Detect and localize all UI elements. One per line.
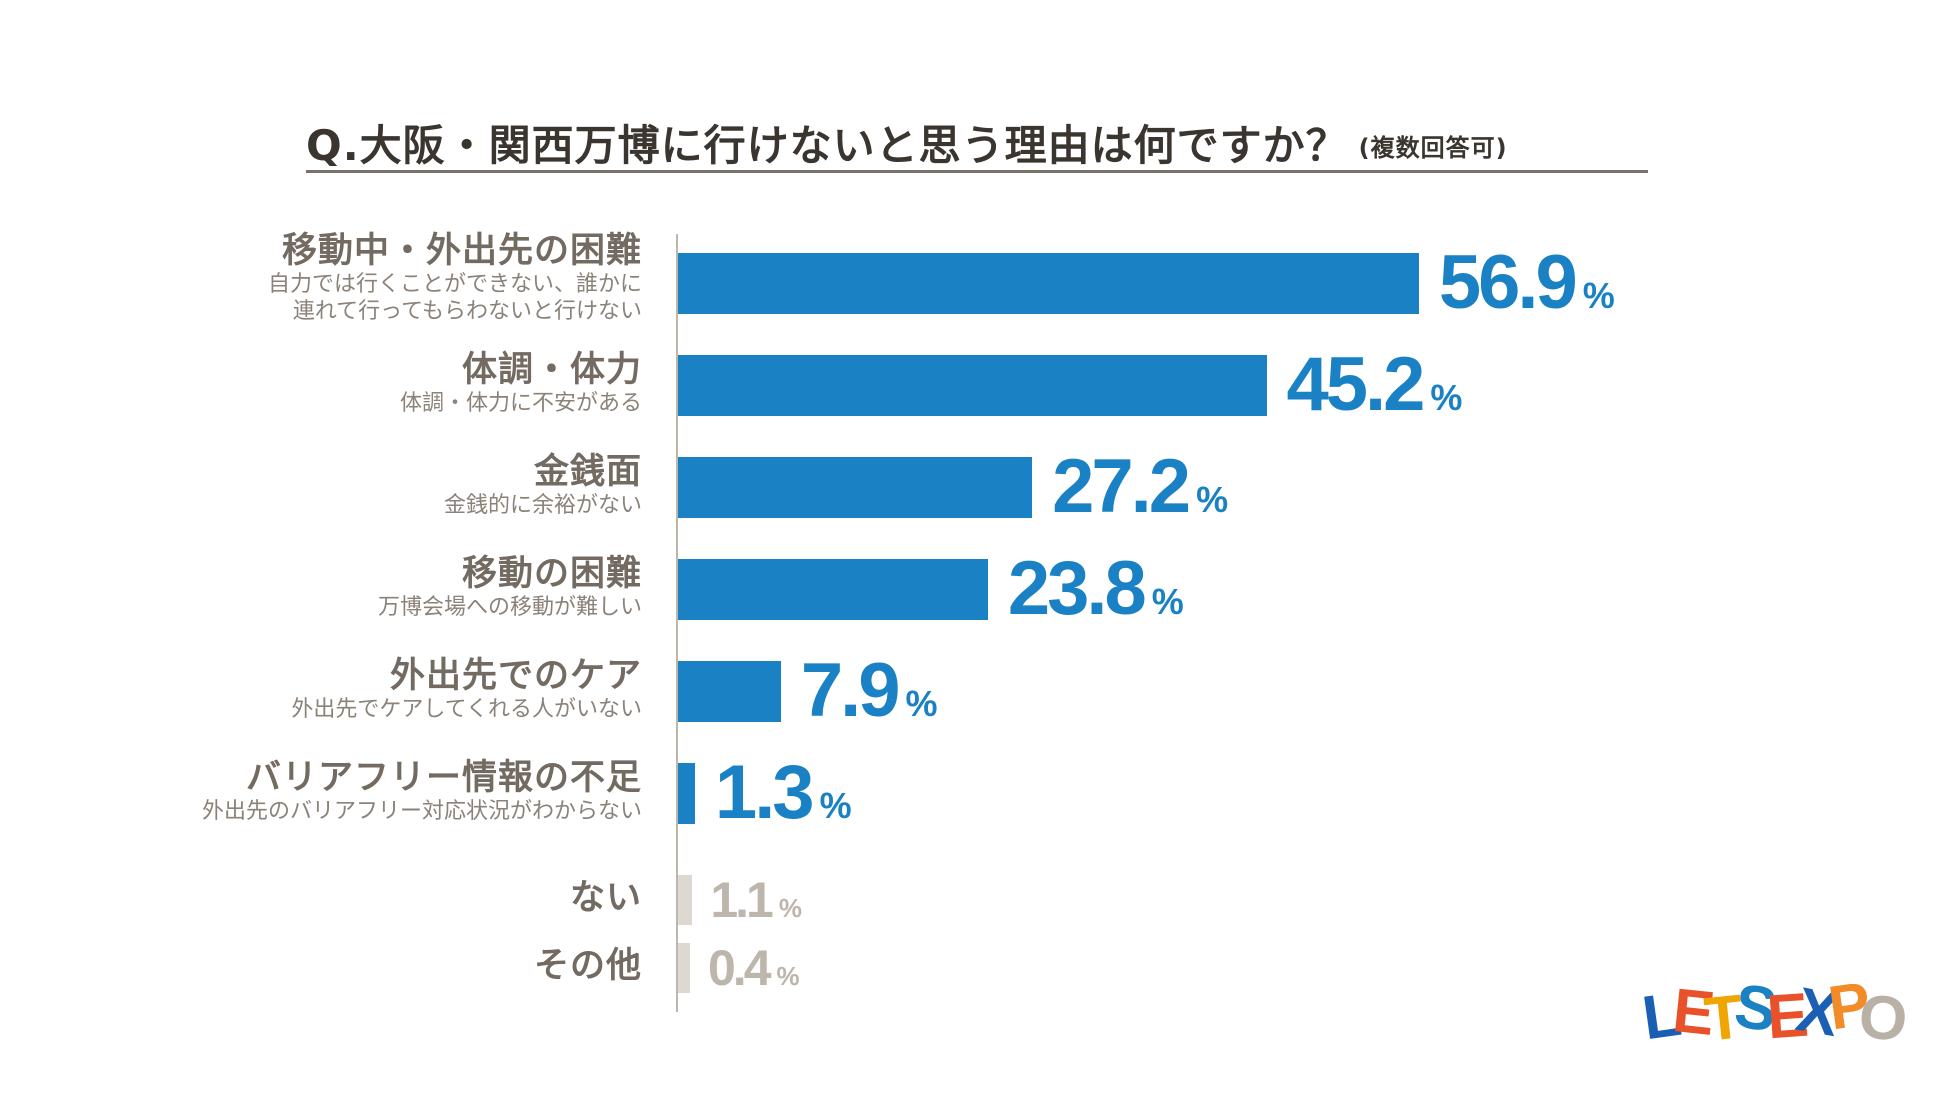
bar	[678, 661, 781, 722]
bar	[678, 253, 1419, 314]
value-number: 1.3	[714, 750, 815, 836]
category-label: 移動中・外出先の困難 自力では行くことができない、誰かに 連れて行ってもらわないと行…	[268, 231, 642, 325]
value-label: 0.4%	[708, 939, 800, 997]
value-unit: %	[905, 683, 938, 725]
value-unit: %	[1430, 377, 1463, 419]
chart-title-block: Q.大阪・関西万博に行けないと思う理由は何ですか？ (複数回答可)	[306, 112, 1648, 173]
bar	[678, 943, 690, 993]
value-unit: %	[776, 961, 800, 991]
category-description: 体調・体力に不安がある	[399, 391, 642, 416]
value-label: 23.8%	[1008, 545, 1184, 632]
category-axis-line	[676, 234, 678, 1012]
value-label: 56.9%	[1439, 239, 1615, 326]
category-description: 連れて行ってもらわないと行けない	[292, 299, 642, 324]
category-name: ない	[569, 878, 642, 918]
value-number: 7.9	[800, 648, 901, 734]
category-label: 外出先でのケア 外出先でケアしてくれる人がいない	[291, 656, 642, 723]
category-label: バリアフリー情報の不足 外出先のバリアフリー対応状況がわからない	[202, 758, 642, 825]
bar	[678, 763, 695, 824]
value-number: 0.4	[708, 940, 771, 996]
value-label: 1.1%	[710, 871, 802, 929]
category-name: 体調・体力	[461, 350, 642, 390]
category-name: その他	[533, 946, 642, 986]
bar	[678, 559, 988, 620]
category-description: 金銭的に余裕がない	[443, 493, 642, 518]
category-name: バリアフリー情報の不足	[245, 758, 642, 798]
bar	[678, 457, 1033, 518]
category-name: 外出先でのケア	[389, 656, 642, 696]
category-description: 外出先のバリアフリー対応状況がわからない	[201, 799, 642, 824]
chart-title-text: Q.大阪・関西万博に行けないと思う理由は何ですか？	[306, 121, 1349, 170]
value-number: 23.8	[1007, 546, 1147, 632]
category-label: その他	[534, 946, 642, 986]
category-name: 金銭面	[533, 452, 642, 492]
value-label: 1.3%	[715, 749, 852, 836]
category-description: 自力では行くことができない、誰かに	[267, 272, 642, 297]
value-label: 27.2%	[1052, 443, 1228, 530]
value-number: 45.2	[1286, 342, 1426, 428]
value-unit: %	[1582, 275, 1615, 317]
category-label: 移動の困難 万博会場への移動が難しい	[378, 554, 642, 621]
value-number: 1.1	[710, 872, 773, 928]
category-description: 外出先でケアしてくれる人がいない	[291, 697, 642, 722]
category-label: 金銭面 金銭的に余裕がない	[444, 452, 642, 519]
category-name: 移動中・外出先の困難	[281, 231, 642, 271]
category-description: 万博会場への移動が難しい	[377, 595, 642, 620]
chart-title: Q.大阪・関西万博に行けないと思う理由は何ですか？ (複数回答可)	[306, 112, 1508, 173]
value-number: 27.2	[1052, 444, 1191, 530]
value-unit: %	[819, 785, 852, 827]
bar	[678, 355, 1267, 416]
value-unit: %	[1151, 581, 1184, 623]
value-unit: %	[1196, 479, 1229, 521]
value-number: 56.9	[1438, 240, 1578, 326]
category-name: 移動の困難	[461, 554, 642, 594]
chart-subtitle: (複数回答可)	[1358, 134, 1508, 162]
logo-letter: O	[1856, 982, 1910, 1055]
category-label: 体調・体力 体調・体力に不安がある	[400, 350, 642, 417]
value-unit: %	[778, 893, 802, 923]
bar	[678, 875, 693, 925]
value-label: 7.9%	[801, 647, 938, 734]
category-label: ない	[570, 878, 642, 918]
value-label: 45.2%	[1287, 341, 1463, 428]
